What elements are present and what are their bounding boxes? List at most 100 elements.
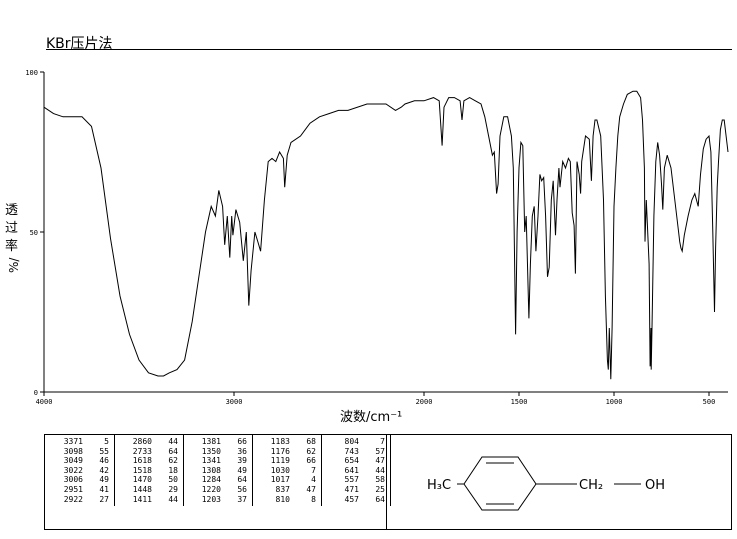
peak-wavenumber: 1448 (132, 484, 152, 494)
peak-row: 1618 62 (118, 456, 178, 466)
peak-wavenumber: 1350 (201, 446, 221, 456)
peak-wavenumber: 1220 (201, 484, 221, 494)
peak-wavenumber: 3049 (63, 456, 83, 466)
peak-transmittance: 18 (168, 465, 178, 475)
peak-row: 837 47 (256, 485, 316, 495)
peak-transmittance: 50 (168, 475, 178, 485)
peak-row: 3006 49 (49, 475, 109, 485)
peak-row: 810 8 (256, 495, 316, 505)
peak-row: 2733 64 (118, 447, 178, 457)
peak-row: 1176 62 (256, 447, 316, 457)
peak-row: 2951 41 (49, 485, 109, 495)
peak-column-0: 3371 5 3098 55 3049 46 3022 42 3006 49 2951 41 2922 2… (46, 435, 115, 507)
page-title: KBr压片法 (46, 36, 113, 52)
peak-wavenumber: 743 (344, 446, 359, 456)
peak-transmittance: 29 (168, 484, 178, 494)
peak-row: 2860 44 (118, 437, 178, 447)
peak-wavenumber: 2951 (63, 484, 83, 494)
peak-wavenumber: 837 (275, 484, 290, 494)
peak-transmittance: 66 (237, 437, 247, 446)
peak-transmittance: 64 (168, 446, 178, 456)
peak-wavenumber: 3098 (63, 446, 83, 456)
peak-column-2: 1381 66 1350 36 1341 39 1308 49 1284 64 1220 56 1203… (183, 435, 253, 507)
peak-wavenumber: 3371 (63, 437, 83, 446)
peak-wavenumber: 2860 (132, 437, 152, 446)
peak-row: 804 7 (325, 437, 385, 447)
peak-row: 1350 36 (187, 447, 247, 457)
peak-transmittance: 58 (375, 475, 385, 485)
peak-wavenumber: 457 (344, 494, 359, 504)
peak-column-3: 1183 68 1176 62 1119 66 1030 7 1017 4 837 47 810 8 (252, 435, 322, 507)
peak-row: 471 25 (325, 485, 385, 495)
peak-wavenumber: 1119 (270, 456, 290, 466)
peak-row: 3371 5 (49, 437, 109, 447)
peak-transmittance: 68 (306, 437, 316, 446)
peak-wavenumber: 1017 (270, 475, 290, 485)
peak-wavenumber: 1618 (132, 456, 152, 466)
peak-wavenumber: 1341 (201, 456, 221, 466)
y-tick-label-1: 50 (30, 229, 38, 237)
peak-row: 743 57 (325, 447, 385, 457)
x-tick-label-4: 1000 (606, 398, 623, 406)
peak-column-4: 804 7 743 57 654 47 641 44 557 58 471 25 457 64 (321, 435, 391, 507)
x-tick-label-3: 1500 (511, 398, 528, 406)
peak-transmittance: 7 (311, 465, 316, 475)
y-axis-label-char-3: 率 (5, 238, 18, 254)
peak-column-1: 2860 44 2733 64 1618 62 1518 18 1470 50 1448 29 1411… (114, 435, 184, 507)
peak-row: 557 58 (325, 475, 385, 485)
x-tick-label-5: 500 (703, 398, 716, 406)
peak-row: 1518 18 (118, 466, 178, 476)
peak-wavenumber: 3022 (63, 465, 83, 475)
x-tick-label-2: 2000 (416, 398, 433, 406)
methyl-group-label: H₃C (427, 478, 451, 493)
peak-wavenumber: 1030 (270, 465, 290, 475)
title-underline (46, 49, 732, 50)
peak-transmittance: 64 (375, 494, 385, 504)
peak-row: 1220 56 (187, 485, 247, 495)
y-axis-label: 透 过 率 %/ (5, 203, 21, 273)
peak-table: 3371 5 3098 55 3049 46 3022 42 3006 49 2951 41 2922 2… (46, 435, 391, 507)
peak-row: 1381 66 (187, 437, 247, 447)
peak-transmittance: 49 (99, 475, 109, 485)
peak-transmittance: 55 (99, 446, 109, 456)
spectrum-line (43, 90, 729, 380)
peak-row: 3022 42 (49, 466, 109, 476)
peak-transmittance: 47 (375, 456, 385, 466)
peak-transmittance: 41 (99, 484, 109, 494)
peak-transmittance: 44 (168, 494, 178, 504)
peak-transmittance: 36 (237, 446, 247, 456)
peak-row: 1183 68 (256, 437, 316, 447)
peak-row: 1284 64 (187, 475, 247, 485)
peak-transmittance: 25 (375, 484, 385, 494)
peak-wavenumber: 1470 (132, 475, 152, 485)
peak-wavenumber: 1203 (201, 494, 221, 504)
peak-transmittance: 44 (168, 437, 178, 446)
peak-wavenumber: 2922 (63, 494, 83, 504)
peak-row: 457 64 (325, 495, 385, 505)
peak-transmittance: 27 (99, 494, 109, 504)
y-axis-label-unit: %/ (7, 257, 21, 273)
peak-transmittance: 62 (306, 446, 316, 456)
peak-transmittance: 39 (237, 456, 247, 466)
peak-transmittance: 57 (375, 446, 385, 456)
x-tick-label-1: 3000 (226, 398, 243, 406)
y-axis-label-char-1: 透 (5, 203, 18, 218)
peak-row: 1470 50 (118, 475, 178, 485)
peak-wavenumber: 804 (344, 437, 359, 446)
x-tick-label-0: 4000 (36, 398, 53, 406)
peak-wavenumber: 1308 (201, 465, 221, 475)
peak-row: 641 44 (325, 466, 385, 476)
peak-row: 3098 55 (49, 447, 109, 457)
peak-transmittance: 44 (375, 465, 385, 475)
peak-transmittance: 42 (99, 465, 109, 475)
peak-row: 654 47 (325, 456, 385, 466)
hydroxyl-group-label: OH (645, 478, 665, 493)
peak-wavenumber: 654 (344, 456, 359, 466)
peak-wavenumber: 1176 (270, 446, 290, 456)
benzene-ring (463, 456, 537, 511)
peak-row: 3049 46 (49, 456, 109, 466)
structure-drawing: H₃C CH₂ OH (427, 456, 665, 511)
y-tick-label-0: 100 (25, 69, 38, 77)
peak-transmittance: 64 (237, 475, 247, 485)
peak-wavenumber: 2733 (132, 446, 152, 456)
